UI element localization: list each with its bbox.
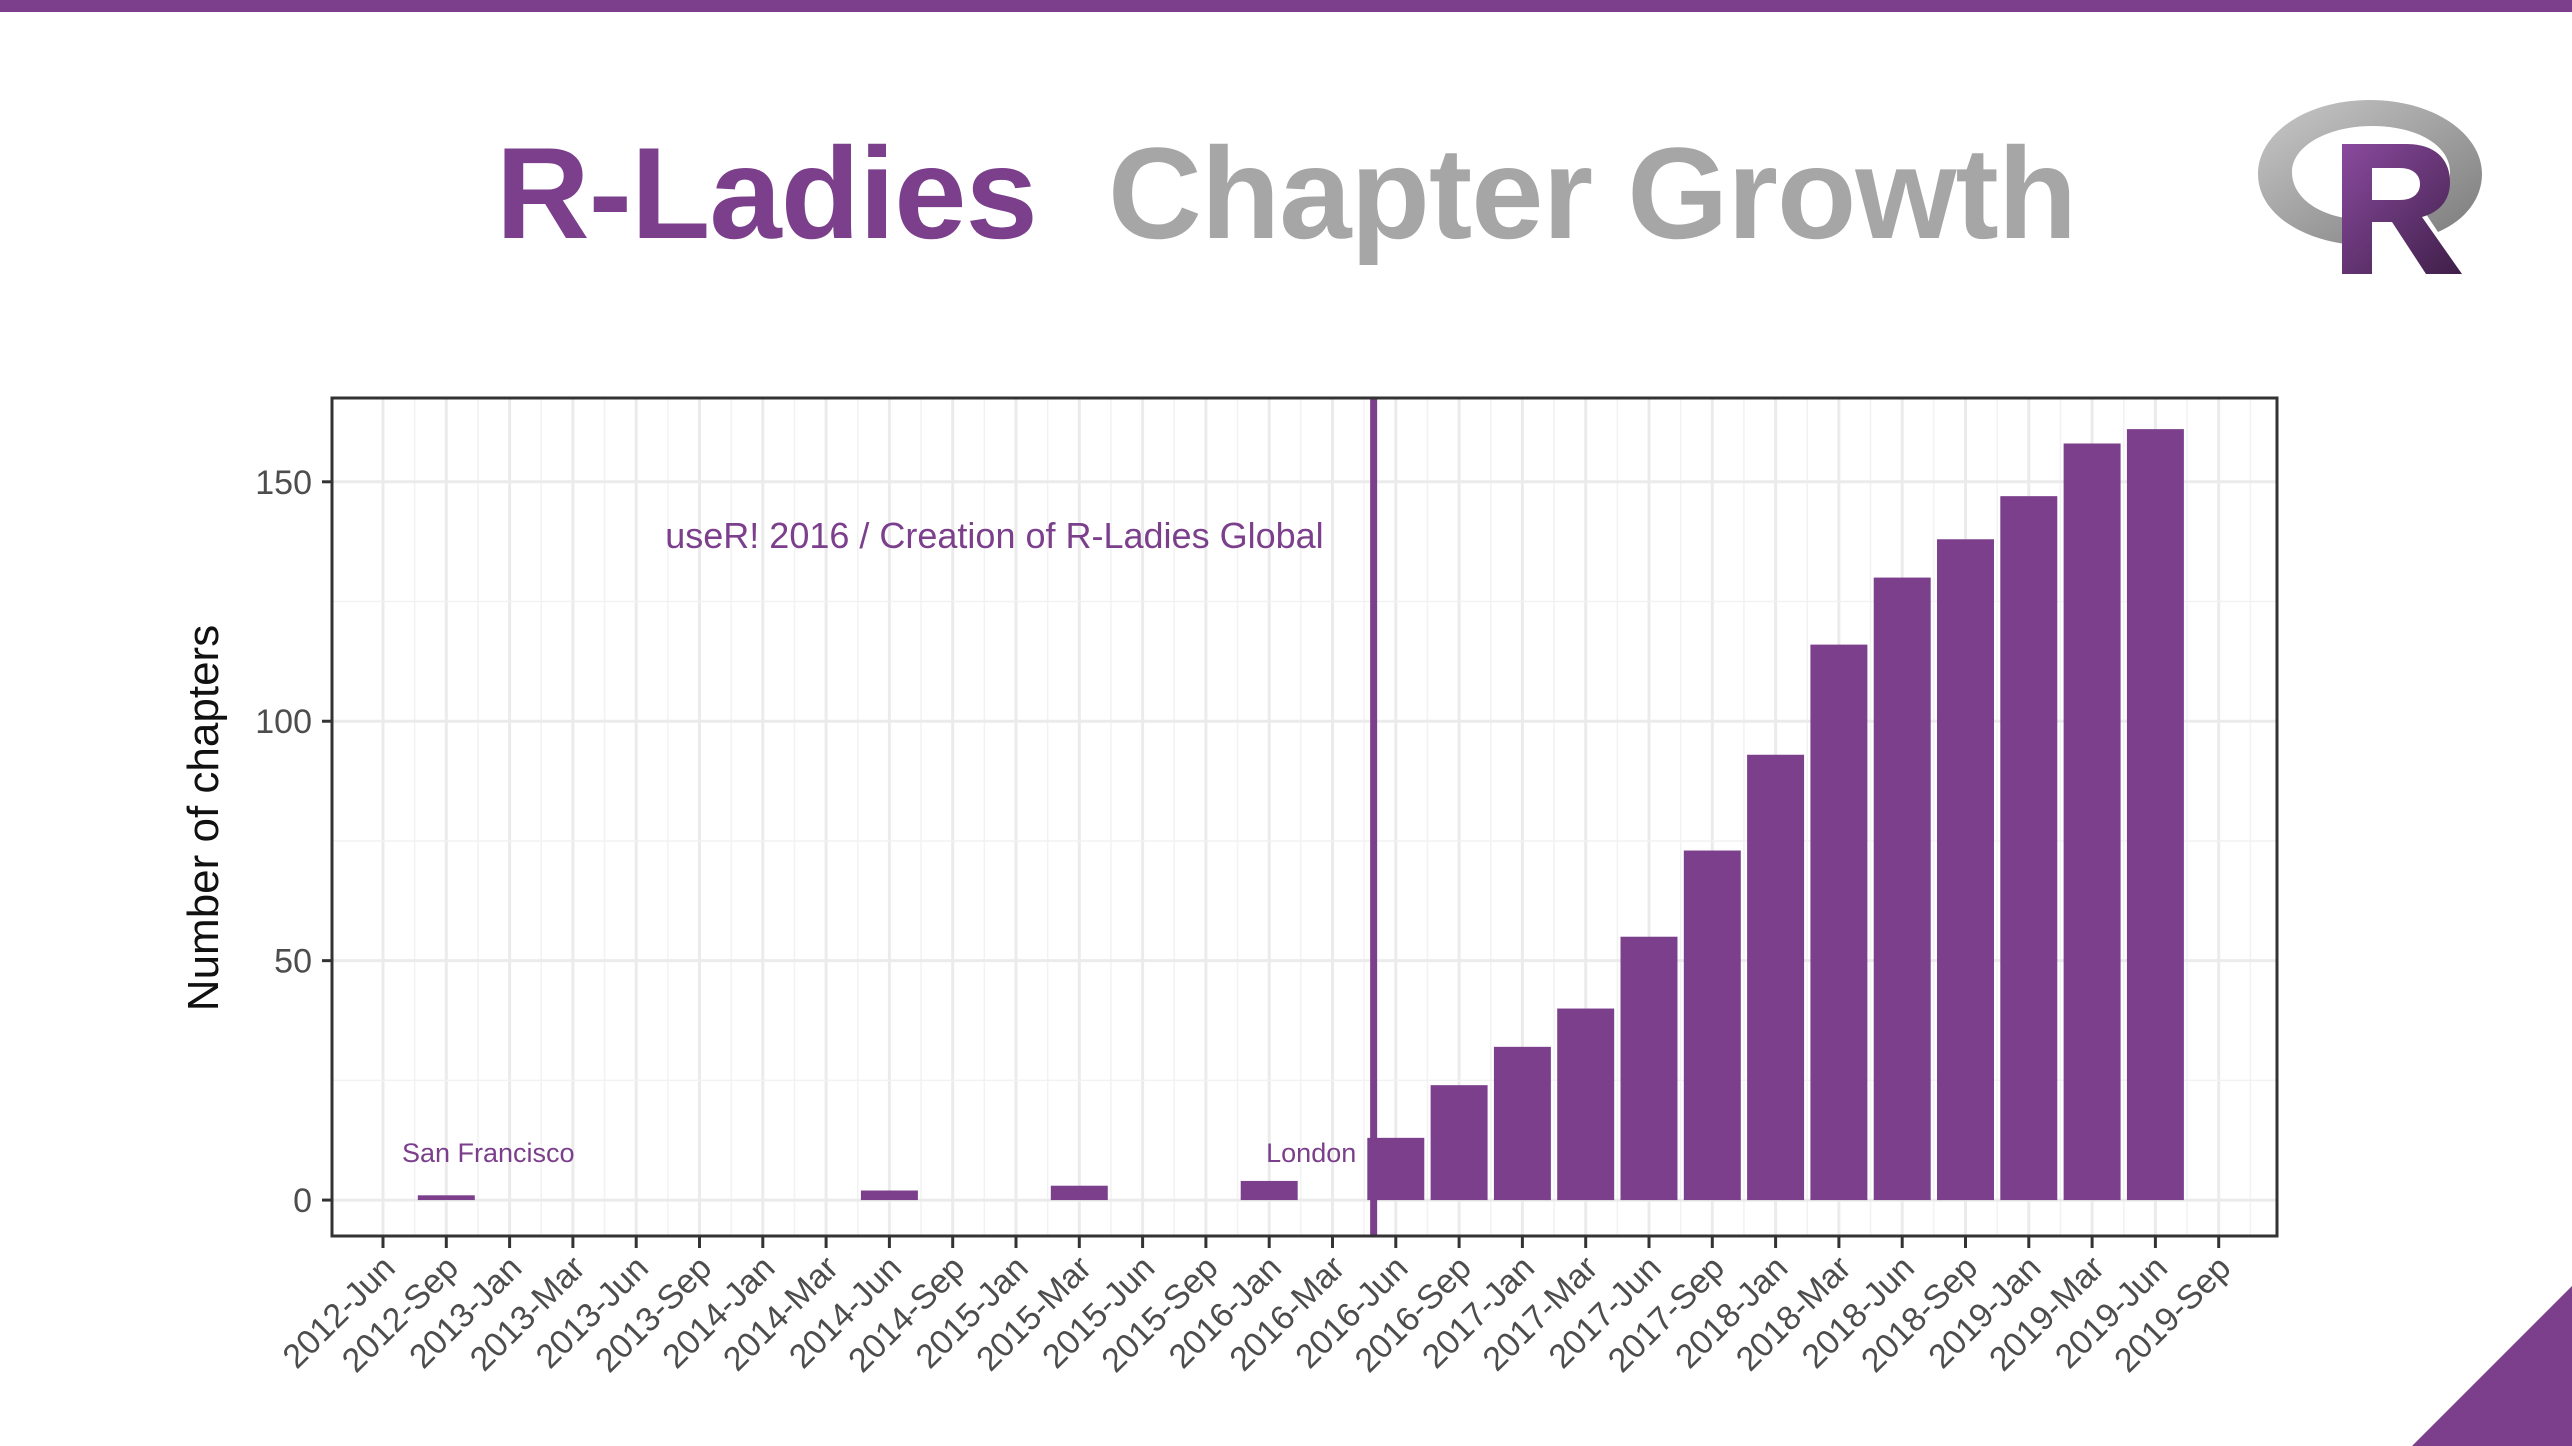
top-accent-bar (0, 0, 2572, 12)
bar-2018-jan (1747, 754, 1805, 1201)
bar-2015-mar (1050, 1185, 1108, 1201)
y-tick-label: 50 (274, 943, 312, 981)
bar-2019-mar (2063, 443, 2121, 1201)
y-tick-label: 100 (255, 703, 312, 741)
title-part-chapter-growth: Chapter Growth (1107, 120, 2077, 266)
title-part-r-ladies: R-Ladies (495, 120, 1038, 266)
bar-2017-jun (1620, 936, 1678, 1201)
bar-2016-jan (1240, 1180, 1298, 1201)
bar-2018-jun (1873, 577, 1931, 1201)
bar-2017-mar (1557, 1008, 1615, 1201)
page-title: R-Ladies Chapter Growth (0, 118, 2572, 268)
bar-2018-sep (1937, 539, 1994, 1201)
bar-2019-jan (2000, 496, 2058, 1201)
bar-2018-mar (1810, 644, 1868, 1201)
user2016-label: useR! 2016 / Creation of R-Ladies Global (665, 515, 1323, 556)
y-tick-label: 150 (255, 464, 312, 502)
bar-2019-jun (2126, 429, 2184, 1201)
annotation-london: London (1266, 1138, 1356, 1168)
plot-panel-border (330, 396, 2279, 1238)
bar-2016-sep (1430, 1085, 1488, 1201)
corner-triangle-icon (2412, 1286, 2572, 1446)
bar-2012-sep (417, 1195, 475, 1201)
r-logo-icon (2258, 100, 2482, 274)
annotation-san-francisco: San Francisco (402, 1138, 575, 1168)
bar-2017-jan (1493, 1046, 1551, 1201)
bar-2014-jun (860, 1190, 918, 1201)
bar-2017-sep (1683, 850, 1741, 1201)
y-axis-title: Number of chapters (179, 625, 228, 1011)
y-tick-label: 0 (293, 1182, 312, 1220)
